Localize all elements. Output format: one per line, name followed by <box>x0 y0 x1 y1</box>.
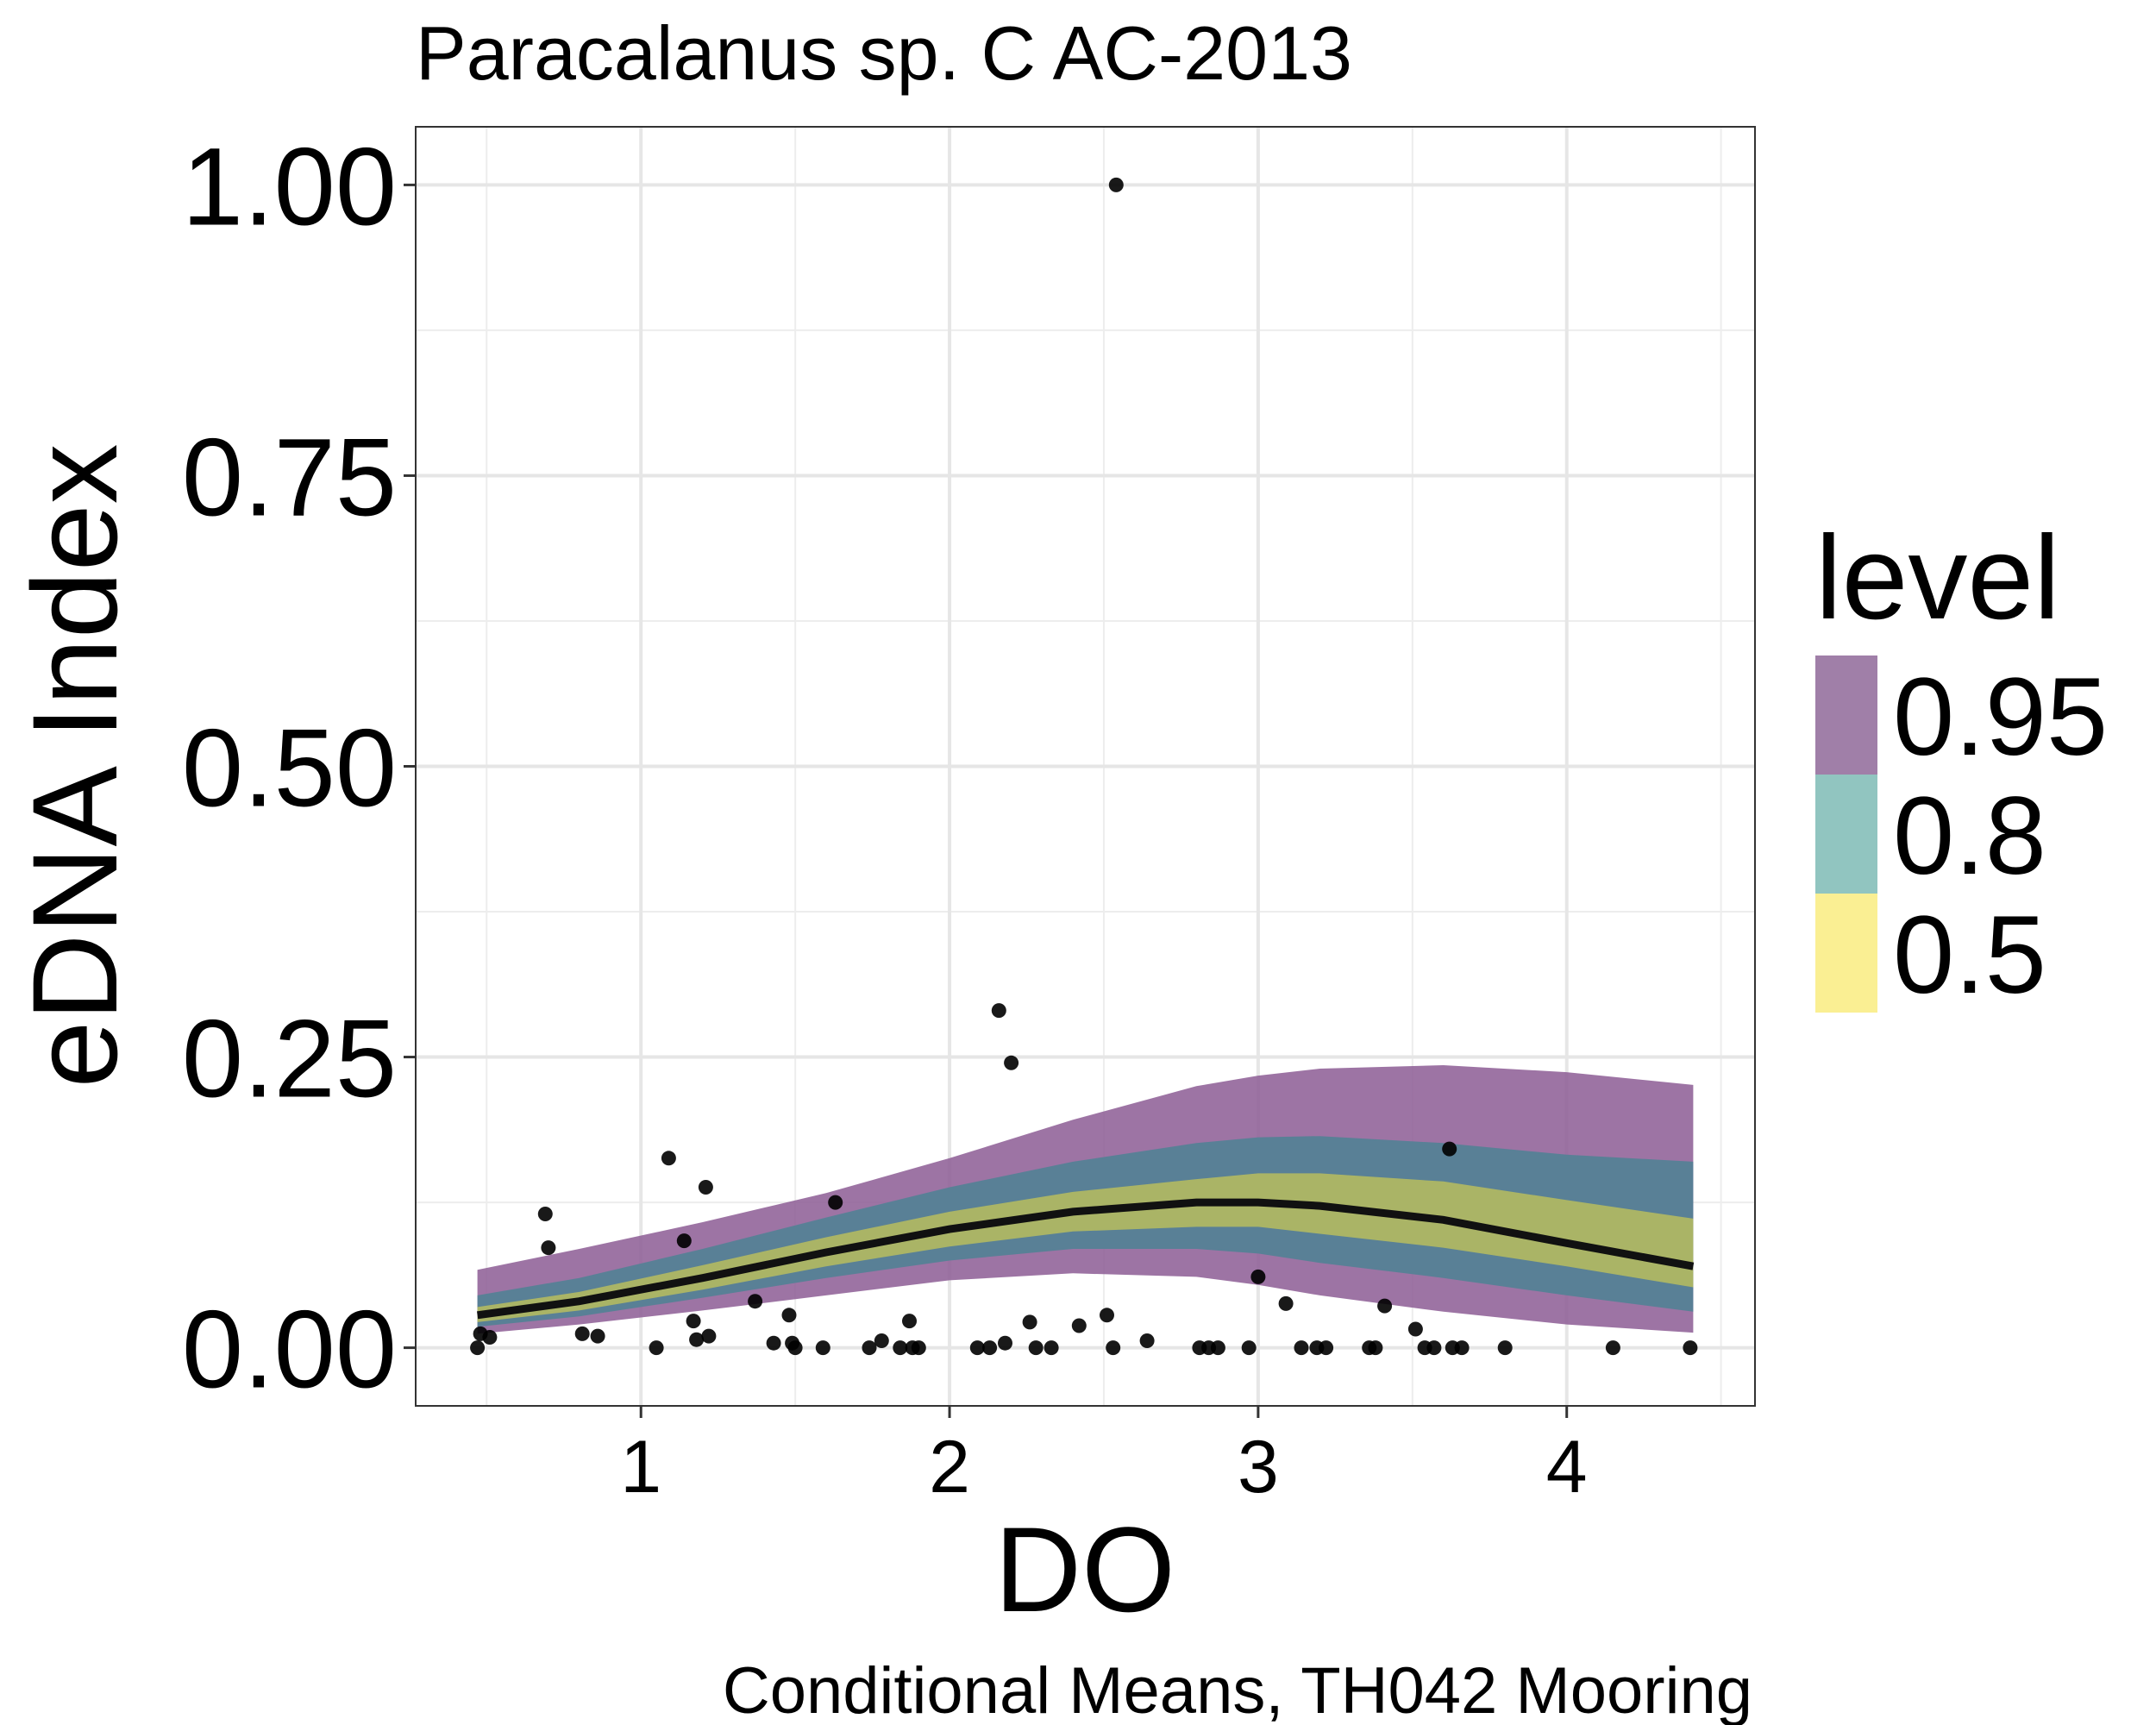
legend-title: level <box>1815 511 2060 644</box>
data-point <box>982 1340 998 1356</box>
y-tick-label: 0.00 <box>182 1289 397 1412</box>
y-tick-label: 1.00 <box>182 125 397 248</box>
data-point <box>649 1340 664 1356</box>
data-point <box>815 1340 830 1356</box>
data-point <box>969 1340 985 1356</box>
data-point <box>874 1333 889 1348</box>
data-point <box>862 1340 877 1356</box>
legend: level 0.950.80.5 <box>1815 511 2108 1017</box>
data-point <box>902 1314 917 1329</box>
data-point <box>1442 1141 1457 1157</box>
data-point <box>1683 1340 1698 1356</box>
y-axis: 0.00 0.25 0.50 0.75 1.00 <box>182 125 416 1412</box>
data-point <box>537 1207 553 1221</box>
data-point <box>1278 1295 1294 1311</box>
data-point <box>1022 1314 1037 1330</box>
data-point <box>1106 1340 1121 1356</box>
x-tick-label: 4 <box>1546 1426 1588 1509</box>
data-point <box>1044 1340 1059 1356</box>
data-point <box>661 1151 676 1166</box>
data-point <box>1241 1340 1257 1356</box>
data-point <box>676 1233 692 1249</box>
chart-caption: Conditional Means, TH042 Mooring <box>723 1654 1752 1725</box>
data-point <box>1497 1340 1513 1356</box>
x-axis: 1 2 3 4 <box>620 1406 1588 1509</box>
y-tick-label: 0.50 <box>182 707 397 831</box>
x-tick-label: 3 <box>1238 1426 1279 1509</box>
y-tick-label: 0.75 <box>182 416 397 539</box>
data-point <box>1294 1340 1309 1356</box>
x-tick-label: 2 <box>929 1426 970 1509</box>
data-point <box>1407 1321 1423 1337</box>
data-point <box>1454 1340 1470 1356</box>
legend-entries: 0.950.80.5 <box>1815 656 2108 1017</box>
data-point <box>1250 1269 1266 1284</box>
data-point <box>541 1240 556 1256</box>
data-point <box>701 1328 717 1344</box>
data-point <box>686 1314 701 1329</box>
data-point <box>574 1326 590 1341</box>
data-point <box>991 1003 1006 1019</box>
chart-title: Paracalanus sp. C AC-2013 <box>416 10 1352 96</box>
data-point <box>766 1335 781 1351</box>
data-point <box>590 1328 605 1344</box>
data-point <box>482 1330 498 1345</box>
x-axis-label: DO <box>994 1502 1175 1637</box>
data-point <box>1368 1340 1383 1356</box>
data-point <box>1139 1333 1155 1348</box>
legend-label: 0.95 <box>1893 656 2108 779</box>
legend-label: 0.8 <box>1893 775 2046 898</box>
y-tick-label: 0.25 <box>182 998 397 1121</box>
data-point <box>1108 177 1124 192</box>
legend-key-0-5 <box>1815 894 1877 1013</box>
data-point <box>998 1335 1012 1351</box>
y-axis-label: eDNA Index <box>7 443 142 1088</box>
legend-key-0-95 <box>1815 656 1877 775</box>
data-point <box>1319 1340 1334 1356</box>
data-point <box>893 1340 908 1356</box>
legend-label: 0.5 <box>1893 894 2046 1017</box>
data-point <box>1426 1340 1442 1356</box>
conditional-mean-line <box>476 1198 1695 1320</box>
data-point <box>689 1332 705 1347</box>
data-point <box>1071 1318 1087 1333</box>
data-point <box>781 1308 797 1323</box>
data-point <box>1004 1055 1019 1070</box>
data-point <box>1377 1298 1393 1314</box>
legend-key-0-8 <box>1815 775 1877 894</box>
data-point <box>470 1340 486 1356</box>
data-point <box>828 1195 843 1210</box>
data-point <box>698 1180 713 1195</box>
data-point <box>1028 1340 1044 1356</box>
data-point <box>787 1340 803 1356</box>
x-tick-label: 1 <box>620 1426 661 1509</box>
data-point <box>748 1294 763 1309</box>
data-points <box>470 177 1698 1356</box>
data-point <box>911 1340 926 1356</box>
data-point <box>1605 1340 1620 1356</box>
data-point <box>1210 1340 1225 1356</box>
data-point <box>1100 1308 1114 1323</box>
